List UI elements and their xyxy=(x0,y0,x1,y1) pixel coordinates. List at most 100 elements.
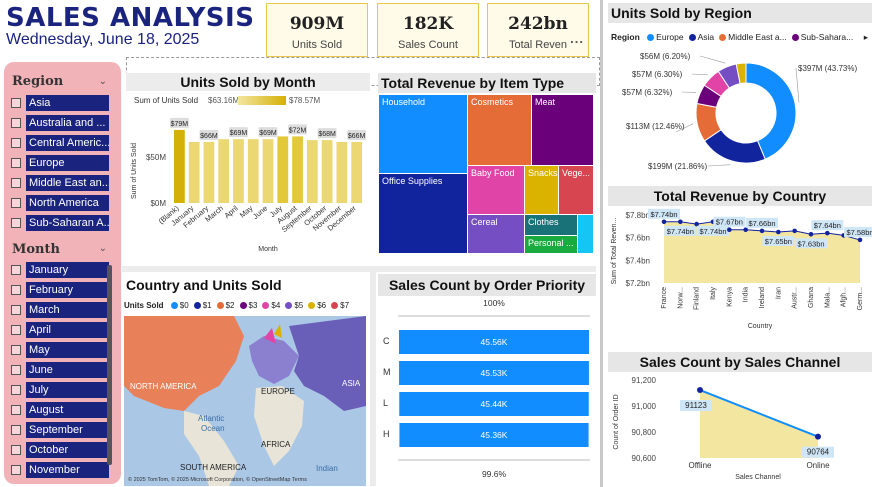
bar[interactable] xyxy=(233,139,244,203)
region-slicer-item[interactable]: North America xyxy=(11,195,109,211)
month-slicer-item[interactable]: November xyxy=(11,462,109,478)
checkbox[interactable] xyxy=(11,365,21,375)
treemap-tile-cereal[interactable]: Cereal xyxy=(468,215,524,253)
month-slicer-item[interactable]: January xyxy=(11,262,109,278)
revenue-by-item-treemap[interactable]: Total Revenue by Item Type Household Off… xyxy=(378,73,596,255)
legend-next-icon[interactable]: ▸ xyxy=(863,32,868,42)
data-point[interactable] xyxy=(694,221,699,227)
checkbox[interactable] xyxy=(11,285,21,295)
data-point[interactable] xyxy=(743,227,748,233)
data-point[interactable] xyxy=(776,229,781,235)
legend-label: $3 xyxy=(248,301,258,310)
data-point[interactable] xyxy=(759,228,765,234)
bar[interactable] xyxy=(277,136,289,203)
data-point[interactable] xyxy=(815,433,821,440)
data-point[interactable] xyxy=(727,227,732,233)
month-slicer-item[interactable]: June xyxy=(11,362,109,378)
checkbox[interactable] xyxy=(11,118,21,128)
checkbox[interactable] xyxy=(11,425,21,435)
kpi-sales-count[interactable]: 182K Sales Count xyxy=(377,3,479,57)
bar[interactable] xyxy=(203,141,215,203)
month-slicer-item[interactable]: August xyxy=(11,402,109,418)
legend-swatch xyxy=(285,302,293,310)
checkbox[interactable] xyxy=(11,445,21,455)
checkbox[interactable] xyxy=(11,405,21,415)
region-slicer-item[interactable]: Middle East an... xyxy=(11,175,109,191)
month-slicer-item[interactable]: March xyxy=(11,302,109,318)
funnel-bar[interactable] xyxy=(399,392,589,416)
month-slicer-item[interactable]: May xyxy=(11,342,109,358)
revenue-by-country-chart[interactable]: Total Revenue by Country Sum of Total Re… xyxy=(608,186,872,342)
data-label: 90764 xyxy=(807,448,830,457)
data-point[interactable] xyxy=(661,219,667,225)
treemap-tile-vegetables[interactable]: Vege... xyxy=(559,166,593,214)
bar[interactable] xyxy=(247,139,259,203)
bar[interactable] xyxy=(174,129,185,203)
treemap-tile-personal-care[interactable]: Personal ... xyxy=(525,236,577,253)
month-slicer-item[interactable]: April xyxy=(11,322,109,338)
bar[interactable] xyxy=(262,139,274,203)
month-slicer-item[interactable]: September xyxy=(11,422,109,438)
kpi-units-sold[interactable]: 909M Units Sold xyxy=(266,3,368,57)
more-options-icon[interactable]: ... xyxy=(570,31,584,46)
units-by-region-donut[interactable]: Units Sold by Region Region Europe Asia Mi… xyxy=(608,3,872,185)
checkbox[interactable] xyxy=(11,178,21,188)
checkbox[interactable] xyxy=(11,305,21,315)
donut-slice[interactable] xyxy=(745,62,797,160)
country-units-map[interactable]: Country and Units Sold Units Sold $0 $1 $2… xyxy=(124,276,366,486)
data-point[interactable] xyxy=(792,228,797,234)
checkbox[interactable] xyxy=(11,198,21,208)
treemap-tile-cosmetics[interactable]: Cosmetics xyxy=(468,95,531,165)
chart-title: Sales Count by Order Priority xyxy=(378,274,596,296)
treemap-tile-office-supplies[interactable]: Office Supplies xyxy=(379,174,467,253)
kpi-total-revenue[interactable]: 242bn Total Reven ... xyxy=(487,3,589,57)
month-slicer-item[interactable]: February xyxy=(11,282,109,298)
region-slicer-item[interactable]: Europe xyxy=(11,155,109,171)
treemap-tile-clothes[interactable]: Clothes xyxy=(525,215,577,235)
checkbox[interactable] xyxy=(11,325,21,335)
checkbox[interactable] xyxy=(11,345,21,355)
bar[interactable] xyxy=(306,140,318,203)
data-point[interactable] xyxy=(857,237,863,243)
donut-slice[interactable] xyxy=(735,62,747,85)
checkbox[interactable] xyxy=(11,385,21,395)
data-point[interactable] xyxy=(678,219,683,225)
treemap-tile-meat[interactable]: Meat xyxy=(532,95,593,165)
region-slicer-item[interactable]: Australia and ... xyxy=(11,115,109,131)
checkbox[interactable] xyxy=(11,465,21,475)
order-priority-chart[interactable]: Sales Count by Order Priority 100% C 45.56… xyxy=(378,274,596,486)
treemap-tile-other[interactable] xyxy=(578,215,593,253)
checkbox[interactable] xyxy=(11,265,21,275)
funnel-bar[interactable] xyxy=(399,330,589,354)
chevron-down-icon[interactable]: ⌄ xyxy=(98,243,107,254)
data-point[interactable] xyxy=(808,231,814,237)
units-by-month-chart[interactable]: Units Sold by Month Sum of Units Sold $63… xyxy=(126,73,370,264)
legend-swatch xyxy=(239,302,247,310)
month-slicer-item[interactable]: July xyxy=(11,382,109,398)
funnel-bar[interactable] xyxy=(399,423,589,447)
region-slicer-item[interactable]: Asia xyxy=(11,95,109,111)
region-slicer-item[interactable]: Sub-Saharan A... xyxy=(11,215,109,231)
bar[interactable] xyxy=(292,136,303,203)
bar[interactable] xyxy=(351,141,362,203)
treemap-tile-household[interactable]: Household xyxy=(379,95,467,173)
checkbox[interactable] xyxy=(11,218,21,228)
funnel-bar[interactable] xyxy=(399,361,589,385)
bar[interactable] xyxy=(321,140,333,203)
bar[interactable] xyxy=(336,141,348,203)
month-slicer-item[interactable]: October xyxy=(11,442,109,458)
checkbox[interactable] xyxy=(11,158,21,168)
checkbox[interactable] xyxy=(11,98,21,108)
treemap-tile-baby-food[interactable]: Baby Food xyxy=(468,166,524,214)
treemap-tile-snacks[interactable]: Snacks xyxy=(525,166,558,214)
bar[interactable] xyxy=(218,139,230,203)
chevron-down-icon[interactable]: ⌄ xyxy=(98,76,107,87)
region-slicer-item[interactable]: Central Americ... xyxy=(11,135,109,151)
bar[interactable] xyxy=(188,141,200,203)
month-scrollbar[interactable] xyxy=(107,265,112,465)
checkbox[interactable] xyxy=(11,138,21,148)
data-point[interactable] xyxy=(697,387,703,394)
legend-swatch xyxy=(688,34,696,42)
data-point[interactable] xyxy=(825,230,830,236)
sales-by-channel-chart[interactable]: Sales Count by Sales Channel Count of Or… xyxy=(608,352,872,486)
